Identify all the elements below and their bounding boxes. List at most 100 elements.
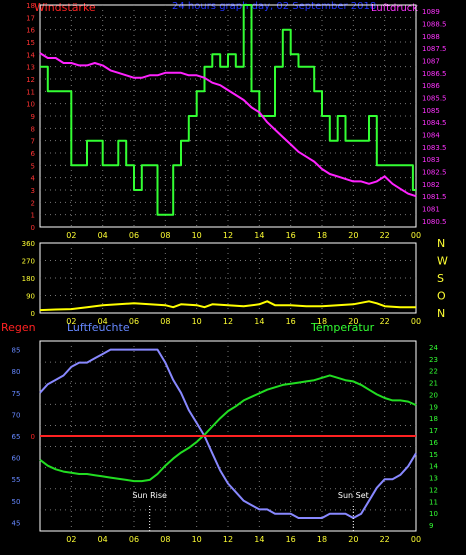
pressure-y-tick-label: 1087.5 bbox=[422, 45, 447, 53]
wind-y-tick-label: 10 bbox=[26, 101, 35, 109]
pressure-y-tick-label: 1087 bbox=[422, 58, 440, 66]
panel-1-x-tick-label: 10 bbox=[192, 231, 202, 240]
wind-y-tick-label: 1 bbox=[31, 212, 35, 220]
temperature-y-tick-label: 24 bbox=[429, 344, 438, 352]
panel-2-x-tick-label: 10 bbox=[192, 317, 202, 326]
wind-y-tick-label: 17 bbox=[26, 14, 35, 22]
panel-2-x-tick-label: 08 bbox=[160, 317, 170, 326]
pressure-y-tick-label: 1085.5 bbox=[422, 95, 447, 103]
pressure-line bbox=[39, 52, 417, 198]
wind-y-tick-label: 13 bbox=[26, 64, 35, 72]
sun-rise-label: Sun Rise bbox=[132, 491, 167, 500]
wind-y-tick-label: 16 bbox=[26, 27, 35, 35]
panel-1-x-tick-label: 06 bbox=[129, 231, 139, 240]
temperature-y-tick-label: 17 bbox=[429, 427, 438, 435]
panel-2-x-tick-label: 02 bbox=[66, 317, 76, 326]
chart-title: 24 hours graph day, 02 September 2018 bbox=[172, 1, 376, 12]
temperature-y-tick-label: 22 bbox=[429, 368, 438, 376]
temperature-y-tick-label: 21 bbox=[429, 380, 438, 388]
temperature-line bbox=[39, 374, 417, 483]
pressure-y-tick-label: 1081.5 bbox=[422, 193, 447, 201]
temperature-y-tick-label: 14 bbox=[429, 463, 438, 471]
sun-set-label: Sun Set bbox=[338, 491, 369, 500]
humidity-y-tick-label: 55 bbox=[12, 476, 21, 484]
panel-2-x-tick-label: 14 bbox=[254, 317, 264, 326]
rain-y-tick-label: 0 bbox=[31, 433, 35, 441]
direction-compass-label: N bbox=[437, 237, 445, 250]
panel-1-x-tick-label: 04 bbox=[98, 231, 108, 240]
wind-y-tick-label: 2 bbox=[31, 199, 35, 207]
direction-compass-label: N bbox=[437, 307, 445, 320]
humidity-y-tick-label: 65 bbox=[12, 433, 21, 441]
temperature-y-tick-label: 16 bbox=[429, 439, 438, 447]
wind-axis-title: Windstärke bbox=[34, 1, 96, 14]
temperature-y-tick-label: 11 bbox=[429, 498, 438, 506]
wind-y-tick-label: 11 bbox=[26, 88, 35, 96]
wind-y-tick-label: 4 bbox=[31, 175, 36, 183]
direction-compass-label: W bbox=[437, 255, 448, 268]
pressure-y-tick-label: 1081 bbox=[422, 206, 440, 214]
pressure-y-tick-label: 1080.5 bbox=[422, 218, 447, 226]
panel-3-x-tick-label: 02 bbox=[66, 535, 76, 544]
humidity-y-tick-label: 75 bbox=[12, 390, 21, 398]
panel-3-x-tick-label: 12 bbox=[223, 535, 233, 544]
panel-3-x-tick-label: 14 bbox=[254, 535, 264, 544]
panel-3-x-tick-label: 08 bbox=[160, 535, 170, 544]
direction-y-tick-label: 180 bbox=[22, 275, 35, 283]
wind-y-tick-label: 15 bbox=[26, 39, 35, 47]
humidity-y-tick-label: 60 bbox=[12, 455, 21, 463]
wind-y-tick-label: 3 bbox=[31, 187, 35, 195]
panel-1-x-tick-label: 14 bbox=[254, 231, 264, 240]
panel-3-x-tick-label: 18 bbox=[317, 535, 327, 544]
panels: 02 04 06 08 10 12 14 16 18 20 22 000123456789101112… bbox=[12, 2, 448, 544]
pressure-y-tick-label: 1089 bbox=[422, 8, 440, 16]
humidity-y-tick-label: 70 bbox=[12, 411, 21, 419]
humidity-y-tick-label: 85 bbox=[12, 347, 21, 355]
pressure-y-tick-label: 1086 bbox=[422, 82, 440, 90]
panel-1-x-tick-label: 00 bbox=[411, 231, 421, 240]
panel-2-x-tick-label: 12 bbox=[223, 317, 233, 326]
temperature-y-tick-label: 10 bbox=[429, 510, 438, 518]
temperature-y-tick-label: 18 bbox=[429, 415, 438, 423]
panel-2-x-tick-label: 06 bbox=[129, 317, 139, 326]
panel-2-x-tick-label: 16 bbox=[286, 317, 296, 326]
pressure-y-tick-label: 1083 bbox=[422, 156, 440, 164]
panel-3-x-tick-label: 04 bbox=[98, 535, 108, 544]
wind-y-tick-label: 18 bbox=[26, 2, 35, 10]
pressure-y-tick-label: 1085 bbox=[422, 107, 440, 115]
humidity-y-tick-label: 80 bbox=[12, 368, 21, 376]
direction-compass-label: S bbox=[437, 272, 444, 285]
pressure-y-tick-label: 1088 bbox=[422, 33, 440, 41]
direction-y-tick-label: 90 bbox=[26, 293, 35, 301]
panel-2-x-tick-label: 20 bbox=[348, 317, 358, 326]
pressure-y-tick-label: 1083.5 bbox=[422, 144, 447, 152]
wind-y-tick-label: 8 bbox=[31, 125, 35, 133]
temperature-y-tick-label: 13 bbox=[429, 475, 438, 483]
panel-1-x-tick-label: 12 bbox=[223, 231, 233, 240]
wind-y-tick-label: 9 bbox=[31, 113, 35, 121]
panel-2-x-tick-label: 22 bbox=[380, 317, 390, 326]
panel-2-x-tick-label: 04 bbox=[98, 317, 108, 326]
temperature-y-tick-label: 9 bbox=[429, 522, 433, 530]
temperature-y-tick-label: 23 bbox=[429, 356, 438, 364]
pressure-y-tick-label: 1082 bbox=[422, 181, 440, 189]
temperature-y-tick-label: 19 bbox=[429, 403, 438, 411]
humidity-y-tick-label: 45 bbox=[12, 519, 21, 527]
pressure-y-tick-label: 1084 bbox=[422, 132, 440, 140]
panel-1-x-tick-label: 18 bbox=[317, 231, 327, 240]
temperature-y-tick-label: 15 bbox=[429, 451, 438, 459]
panel-3-x-tick-label: 20 bbox=[348, 535, 358, 544]
pressure-y-tick-label: 1086.5 bbox=[422, 70, 447, 78]
panel-1-x-tick-label: 08 bbox=[160, 231, 170, 240]
panel-3-x-tick-label: 00 bbox=[411, 535, 421, 544]
direction-y-tick-label: 0 bbox=[31, 310, 35, 318]
panel-1-x-tick-label: 22 bbox=[380, 231, 390, 240]
panel-1-x-tick-label: 16 bbox=[286, 231, 296, 240]
wind-y-tick-label: 7 bbox=[31, 138, 35, 146]
panel-2-x-tick-label: 00 bbox=[411, 317, 421, 326]
pressure-y-tick-label: 1084.5 bbox=[422, 119, 447, 127]
wind-y-tick-label: 0 bbox=[31, 224, 35, 232]
rain-axis-title: Regen bbox=[1, 321, 36, 334]
direction-y-tick-label: 270 bbox=[22, 258, 35, 266]
